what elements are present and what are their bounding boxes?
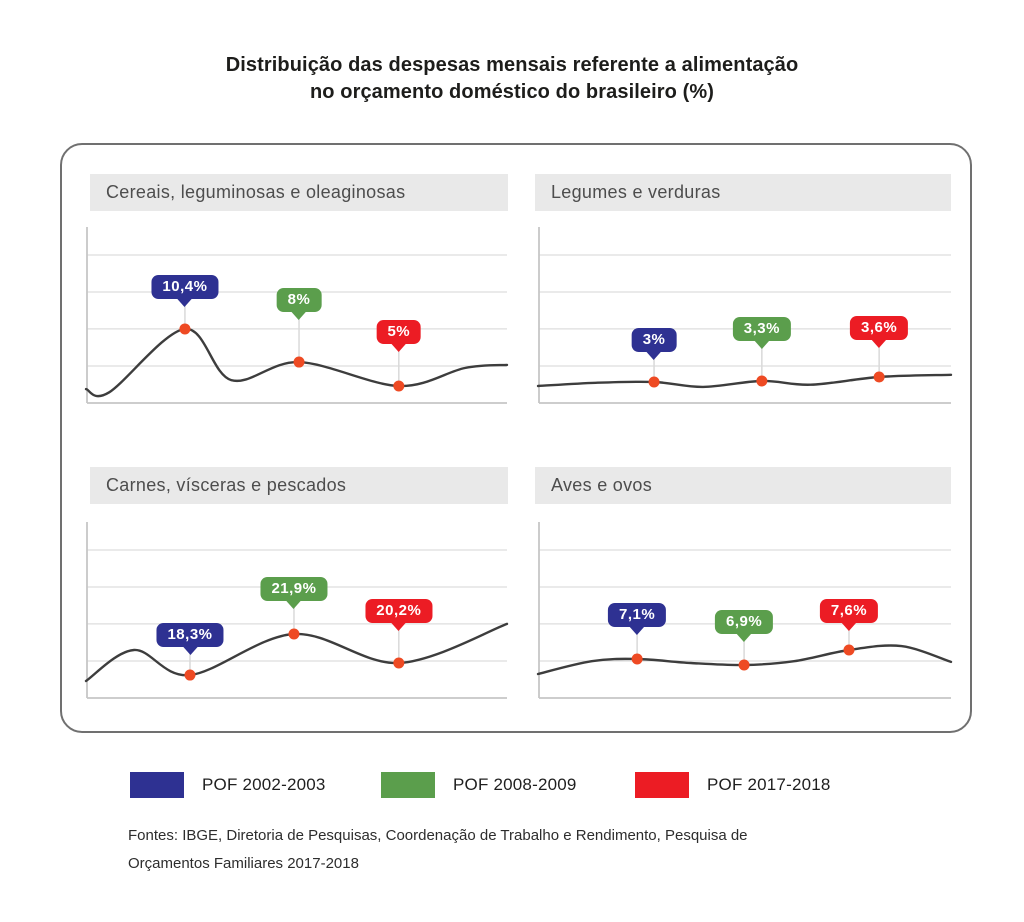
data-point-dot	[393, 657, 405, 669]
data-point-dot	[756, 375, 768, 387]
value-callout: 8%	[276, 288, 322, 313]
plot-area-2	[536, 227, 953, 404]
legend: POF 2002-2003 POF 2008-2009 POF 2017-201…	[0, 772, 1024, 800]
data-point-dot	[738, 659, 750, 671]
plot-area-1	[84, 227, 509, 404]
legend-swatch-green	[381, 772, 435, 798]
value-callout: 18,3%	[156, 623, 224, 648]
legend-item-pof-2008-2009: POF 2008-2009	[381, 772, 577, 798]
panel-header-4: Aves e ovos	[535, 467, 951, 504]
value-callout: 6,9%	[714, 609, 774, 634]
plot-area-4	[536, 522, 953, 699]
legend-label: POF 2017-2018	[707, 775, 831, 794]
panel-title: Carnes, vísceras e pescados	[106, 475, 347, 495]
panel-header-3: Carnes, vísceras e pescados	[90, 467, 508, 504]
data-point-dot	[648, 376, 660, 388]
panel-title: Aves e ovos	[551, 475, 653, 495]
value-callout: 3%	[631, 328, 677, 353]
panel-title: Legumes e verduras	[551, 182, 721, 202]
plot-area-3	[84, 522, 509, 699]
value-callout: 5%	[376, 320, 422, 344]
value-callout: 7,6%	[819, 599, 879, 624]
trend-curve	[84, 622, 509, 683]
chart-title: Distribuição das despesas mensais refere…	[225, 54, 799, 103]
data-point-dot	[184, 669, 196, 681]
data-point-dot	[843, 644, 855, 656]
data-point-dot	[293, 356, 305, 368]
charts-board: Cereais, leguminosas e oleaginosas 10,4% 8…	[60, 143, 972, 733]
data-point-dot	[873, 371, 885, 383]
data-point-dot	[179, 323, 191, 335]
value-callout: 3,6%	[850, 316, 909, 340]
legend-swatch-red	[635, 772, 689, 798]
data-point-dot	[288, 628, 300, 640]
legend-item-pof-2017-2018: POF 2017-2018	[635, 772, 831, 798]
value-callout: 20,2%	[365, 599, 433, 623]
source-note: Fontes: IBGE, Diretoria de Pesquisas, Co…	[128, 827, 748, 872]
trend-curve	[84, 327, 509, 398]
value-callout: 10,4%	[151, 274, 219, 299]
legend-item-pof-2002-2003: POF 2002-2003	[130, 772, 326, 798]
legend-label: POF 2002-2003	[202, 775, 326, 794]
value-callout: 7,1%	[608, 603, 667, 628]
data-point-dot	[393, 380, 405, 392]
panel-header-1: Cereais, leguminosas e oleaginosas	[90, 174, 508, 211]
value-callout: 3,3%	[732, 316, 791, 341]
panel-header-2: Legumes e verduras	[535, 174, 951, 211]
data-point-dot	[631, 653, 643, 665]
legend-swatch-blue	[130, 772, 184, 798]
panel-title: Cereais, leguminosas e oleaginosas	[106, 182, 406, 202]
legend-label: POF 2008-2009	[453, 775, 577, 794]
value-callout: 21,9%	[260, 577, 328, 602]
trend-curve	[536, 373, 953, 389]
